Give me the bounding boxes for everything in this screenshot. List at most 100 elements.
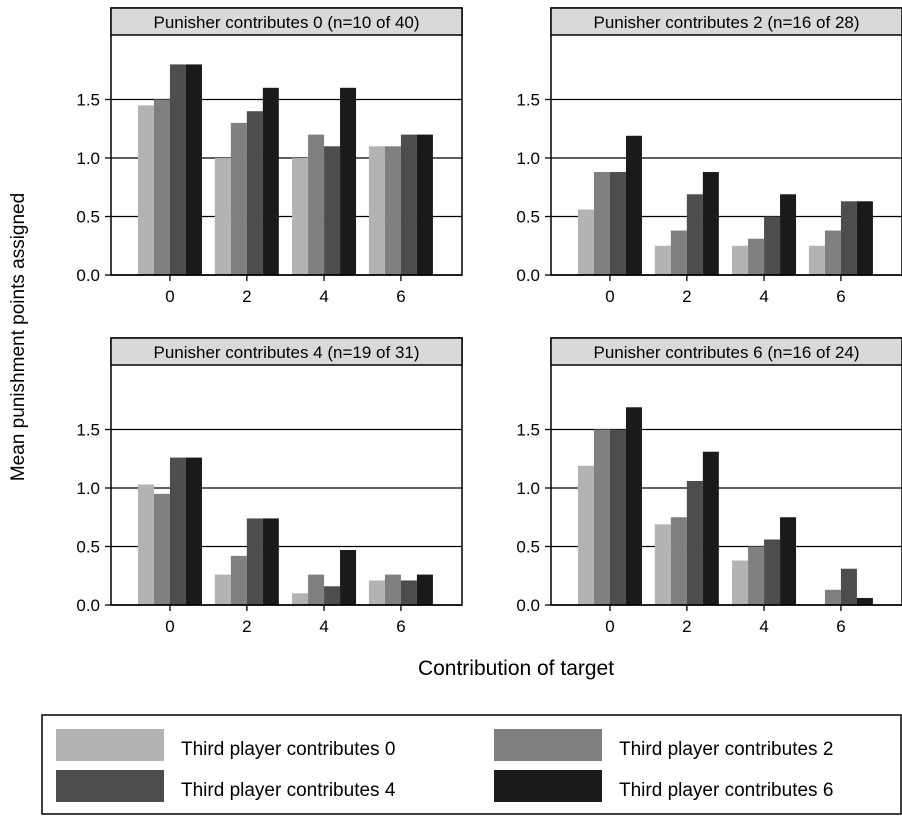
chart-panel: 0.0 0.5 1.0 1.5 0 2 4 6 Punisher contributes 2 (… xyxy=(516,7,902,306)
panel-title-strip xyxy=(550,337,902,366)
x-tick-label: 0 xyxy=(165,617,174,636)
y-tick-label: 0.0 xyxy=(516,266,540,285)
x-tick-label: 6 xyxy=(836,287,845,306)
bar xyxy=(764,539,781,605)
bar xyxy=(625,407,642,605)
legend-box xyxy=(41,714,902,815)
bar xyxy=(609,429,626,605)
x-tick-label: 0 xyxy=(605,287,614,306)
bar xyxy=(153,99,170,275)
legend-swatch xyxy=(494,770,602,802)
y-tick-label: 1.0 xyxy=(76,149,100,168)
bar xyxy=(577,465,594,605)
panel-title: Punisher contributes 6 (n=16 of 24) xyxy=(593,343,859,362)
bar xyxy=(780,194,797,275)
bar xyxy=(670,517,687,605)
bar xyxy=(732,560,749,605)
panel-title-strip xyxy=(110,337,463,366)
x-tick-label: 6 xyxy=(396,617,405,636)
bar xyxy=(593,172,610,275)
y-axis-label: Mean punishment points assigned xyxy=(8,193,29,481)
x-axis-label: Contribution of target xyxy=(418,657,614,680)
bar xyxy=(292,593,309,605)
bar xyxy=(246,111,263,275)
bar xyxy=(214,574,231,605)
panel-title-strip xyxy=(550,7,902,36)
x-tick-label: 2 xyxy=(682,287,691,306)
chart-panel: 0.0 0.5 1.0 1.5 0 2 4 6 Punisher contributes 0 (… xyxy=(76,7,463,306)
chart-panel: 0.0 0.5 1.0 1.5 0 2 4 6 Punisher contributes 6 (… xyxy=(516,337,902,636)
bar xyxy=(748,546,765,605)
bar xyxy=(702,172,719,275)
bar xyxy=(654,245,671,275)
bar xyxy=(368,146,385,275)
bar xyxy=(400,580,417,605)
legend-label: Third player contributes 6 xyxy=(619,780,833,801)
bar xyxy=(308,574,325,605)
panel-title: Punisher contributes 4 (n=19 of 31) xyxy=(153,343,419,362)
bar xyxy=(230,555,247,605)
bar xyxy=(780,517,797,605)
bar xyxy=(324,146,341,275)
bar xyxy=(840,568,857,605)
bar xyxy=(824,230,841,275)
x-tick-label: 0 xyxy=(165,287,174,306)
bar xyxy=(764,216,781,275)
x-tick-label: 2 xyxy=(242,287,251,306)
legend-label: Third player contributes 2 xyxy=(619,739,833,760)
x-tick-label: 4 xyxy=(759,617,768,636)
bar xyxy=(384,146,401,275)
y-tick-label: 1.0 xyxy=(516,479,540,498)
bar xyxy=(169,64,186,276)
y-tick-label: 1.5 xyxy=(516,91,540,110)
bar xyxy=(840,201,857,275)
x-tick-label: 6 xyxy=(396,287,405,306)
y-tick-label: 1.5 xyxy=(76,421,100,440)
legend-swatch xyxy=(56,770,164,802)
bar xyxy=(340,550,357,605)
bar xyxy=(400,134,417,275)
panel-title: Punisher contributes 2 (n=16 of 28) xyxy=(593,13,859,32)
bar xyxy=(824,589,841,605)
y-tick-label: 0.0 xyxy=(76,596,100,615)
bar xyxy=(748,238,765,275)
bar xyxy=(137,105,154,275)
bar xyxy=(308,134,325,275)
bar xyxy=(214,158,231,275)
bar xyxy=(732,245,749,275)
bar xyxy=(686,480,703,605)
y-tick-label: 0.0 xyxy=(76,266,100,285)
bar xyxy=(137,484,154,605)
bar xyxy=(169,457,186,605)
bar xyxy=(384,574,401,605)
y-tick-label: 0.5 xyxy=(516,538,540,557)
panel-title: Punisher contributes 0 (n=10 of 40) xyxy=(153,13,419,32)
bar xyxy=(808,245,825,275)
bar xyxy=(292,158,309,275)
y-tick-label: 1.5 xyxy=(76,91,100,110)
bar xyxy=(416,574,433,605)
bar xyxy=(654,524,671,605)
chart-panel: 0.0 0.5 1.0 1.5 0 2 4 6 Punisher contributes 4 (… xyxy=(76,337,463,636)
panel-title-strip xyxy=(110,7,463,36)
bar xyxy=(262,518,279,605)
y-tick-label: 0.0 xyxy=(516,596,540,615)
bar xyxy=(262,87,279,275)
bar xyxy=(593,429,610,605)
y-tick-label: 1.0 xyxy=(76,479,100,498)
bar xyxy=(856,201,873,275)
bar xyxy=(577,209,594,275)
x-tick-label: 4 xyxy=(759,287,768,306)
panels: 0.0 0.5 1.0 1.5 0 2 4 6 Punisher contributes 0 (… xyxy=(76,7,902,636)
legend-label: Third player contributes 0 xyxy=(181,739,395,760)
legend: Third player contributes 0 Third player c… xyxy=(41,714,902,815)
bar xyxy=(368,580,385,605)
legend-swatch xyxy=(494,729,602,761)
bar xyxy=(230,122,247,276)
x-tick-label: 0 xyxy=(605,617,614,636)
y-tick-label: 1.0 xyxy=(516,149,540,168)
x-tick-label: 2 xyxy=(682,617,691,636)
x-tick-label: 2 xyxy=(242,617,251,636)
